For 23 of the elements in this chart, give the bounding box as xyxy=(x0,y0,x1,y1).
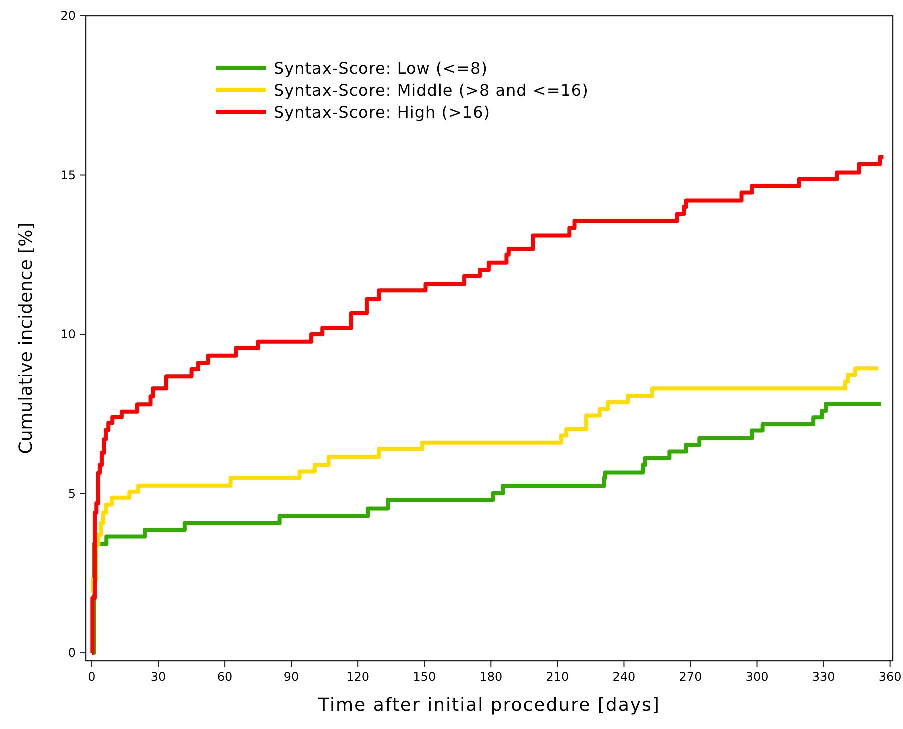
y-axis-title: Cumulative incidence [%] xyxy=(16,222,37,454)
x-axis-title: Time after initial procedure [days] xyxy=(318,695,660,716)
y-tick-label: 20 xyxy=(60,9,76,23)
x-tick-label: 240 xyxy=(612,670,636,684)
x-tick-label: 120 xyxy=(346,670,370,684)
y-tick-label: 10 xyxy=(60,328,76,342)
legend-label: Syntax-Score: Low (<=8) xyxy=(274,59,488,78)
legend-label: Syntax-Score: High (>16) xyxy=(274,103,490,122)
y-tick-label: 5 xyxy=(68,486,76,501)
x-tick-label: 270 xyxy=(679,670,702,684)
y-tick-label: 15 xyxy=(60,168,76,182)
x-tick-label: 30 xyxy=(150,670,166,684)
x-tick-label: 180 xyxy=(480,670,503,684)
x-tick-label: 300 xyxy=(746,670,769,684)
legend-label: Syntax-Score: Middle (>8 and <=16) xyxy=(274,81,589,100)
x-tick-label: 90 xyxy=(284,670,300,684)
x-tick-label: 330 xyxy=(812,670,836,684)
x-tick-label: 0 xyxy=(88,670,96,684)
x-tick-label: 60 xyxy=(217,670,233,684)
y-tick-label: 0 xyxy=(68,646,76,660)
x-tick-label: 150 xyxy=(413,670,436,684)
x-tick-label: 360 xyxy=(878,670,902,684)
x-tick-label: 210 xyxy=(546,670,570,684)
